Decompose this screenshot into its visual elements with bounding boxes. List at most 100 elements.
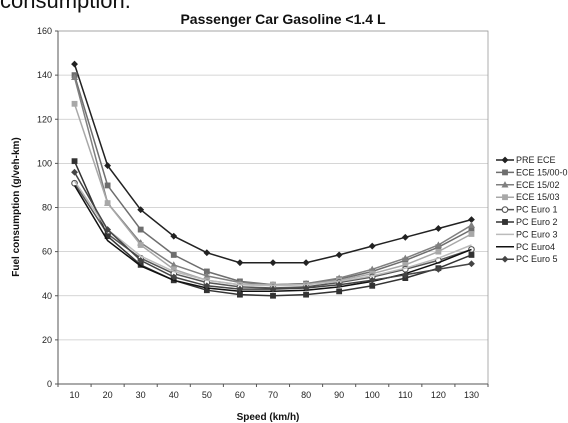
- series-lines: [71, 60, 475, 299]
- legend-label: ECE 15/03: [516, 192, 560, 202]
- x-axis-title: Speed (km/h): [237, 412, 300, 423]
- legend-item: PRE ECE: [496, 155, 556, 165]
- data-point: [269, 259, 277, 267]
- data-point: [467, 221, 475, 228]
- data-point: [434, 265, 442, 273]
- data-point: [303, 291, 309, 298]
- legend-label: PRE ECE: [516, 155, 556, 165]
- top-cut-text: consumption.: [0, 0, 131, 13]
- data-point: [401, 271, 409, 279]
- data-point: [203, 282, 211, 290]
- data-point: [71, 73, 79, 81]
- series-9: [71, 168, 475, 293]
- legend-item: PC Euro 3: [496, 229, 558, 239]
- y-tick-label: 60: [42, 247, 52, 257]
- x-tick-label: 90: [334, 390, 344, 400]
- legend-marker: [501, 255, 509, 263]
- data-point: [170, 252, 177, 258]
- data-point: [104, 162, 112, 170]
- data-point: [71, 168, 78, 176]
- legend-label: ECE 15/02: [516, 180, 560, 190]
- data-point: [203, 249, 211, 257]
- data-point: [236, 285, 244, 293]
- x-tick-label: 40: [169, 390, 179, 400]
- series-7: [73, 180, 472, 287]
- series-line: [73, 160, 472, 297]
- data-point: [137, 242, 144, 248]
- legend-label: ECE 15/00-0: [516, 167, 568, 177]
- data-point: [435, 248, 442, 255]
- data-point: [269, 285, 277, 293]
- chart-title: Passenger Car Gasoline <1.4 L: [180, 11, 385, 27]
- legend-item: PC Euro4: [496, 242, 555, 252]
- series-1: [71, 60, 475, 267]
- data-point: [236, 259, 244, 267]
- data-point: [71, 100, 78, 107]
- y-tick-label: 100: [37, 158, 52, 168]
- y-tick-label: 160: [37, 26, 52, 36]
- x-tick-label: 50: [202, 390, 212, 400]
- legend-marker: [501, 206, 509, 213]
- x-tick-label: 30: [136, 390, 146, 400]
- data-point: [170, 232, 178, 240]
- series-6: [71, 158, 475, 299]
- data-point: [71, 60, 78, 68]
- data-point: [401, 254, 409, 261]
- data-point: [468, 260, 475, 268]
- x-tick-label: 110: [398, 390, 412, 400]
- legend-marker: [501, 181, 509, 188]
- data-point: [237, 291, 243, 298]
- data-point: [71, 158, 78, 165]
- data-point: [401, 233, 409, 241]
- y-tick-label: 140: [37, 70, 52, 80]
- data-point: [137, 206, 145, 214]
- gridlines: [58, 30, 488, 341]
- legend-item: ECE 15/02: [496, 180, 560, 190]
- legend-item: ECE 15/03: [496, 192, 560, 202]
- legend-marker: [502, 169, 508, 176]
- data-point: [468, 252, 475, 258]
- data-point: [434, 225, 442, 232]
- legend-item: PC Euro 5: [496, 254, 558, 264]
- data-point: [368, 276, 376, 284]
- legend-marker: [502, 194, 508, 201]
- legend-label: PC Euro 3: [516, 229, 558, 239]
- legend-marker: [501, 156, 509, 164]
- x-tick-label: 130: [464, 390, 479, 400]
- data-point: [336, 288, 343, 295]
- legend-label: PC Euro4: [516, 242, 555, 252]
- x-tick-label: 60: [235, 390, 245, 400]
- y-tick-label: 80: [42, 203, 52, 213]
- x-tick-label: 80: [301, 390, 311, 400]
- data-point: [104, 226, 112, 233]
- y-tick-label: 20: [42, 335, 52, 345]
- y-axis-title: Fuel consumption (g/veh-km): [11, 137, 22, 276]
- y-tick-label: 120: [37, 114, 52, 124]
- data-point: [170, 273, 178, 281]
- data-point: [468, 231, 475, 237]
- legend-item: ECE 15/00-0: [496, 167, 568, 177]
- x-tick-label: 100: [365, 390, 380, 400]
- data-point: [335, 281, 343, 289]
- data-point: [368, 242, 376, 250]
- legend-marker: [502, 219, 508, 225]
- y-axis-ticks: 0 20 40 60 80 100 120 140 160: [37, 26, 58, 389]
- data-point: [104, 200, 111, 206]
- legend-item: PC Euro 2: [496, 217, 558, 227]
- x-tick-label: 120: [431, 390, 446, 400]
- data-point: [369, 282, 376, 289]
- legend-label: PC Euro 5: [516, 254, 558, 264]
- data-point: [302, 284, 310, 292]
- x-tick-label: 20: [103, 390, 113, 400]
- series-3: [71, 73, 475, 288]
- data-point: [270, 292, 276, 299]
- legend: PRE ECE ECE 15/00-0 ECE 15/02 ECE 15/03 PC E…: [496, 155, 568, 264]
- y-tick-label: 0: [47, 379, 52, 389]
- data-point: [104, 182, 111, 189]
- data-point: [434, 241, 442, 248]
- data-point: [302, 259, 310, 267]
- y-tick-label: 40: [42, 291, 52, 301]
- x-tick-label: 10: [70, 390, 80, 400]
- legend-label: PC Euro 1: [516, 205, 558, 215]
